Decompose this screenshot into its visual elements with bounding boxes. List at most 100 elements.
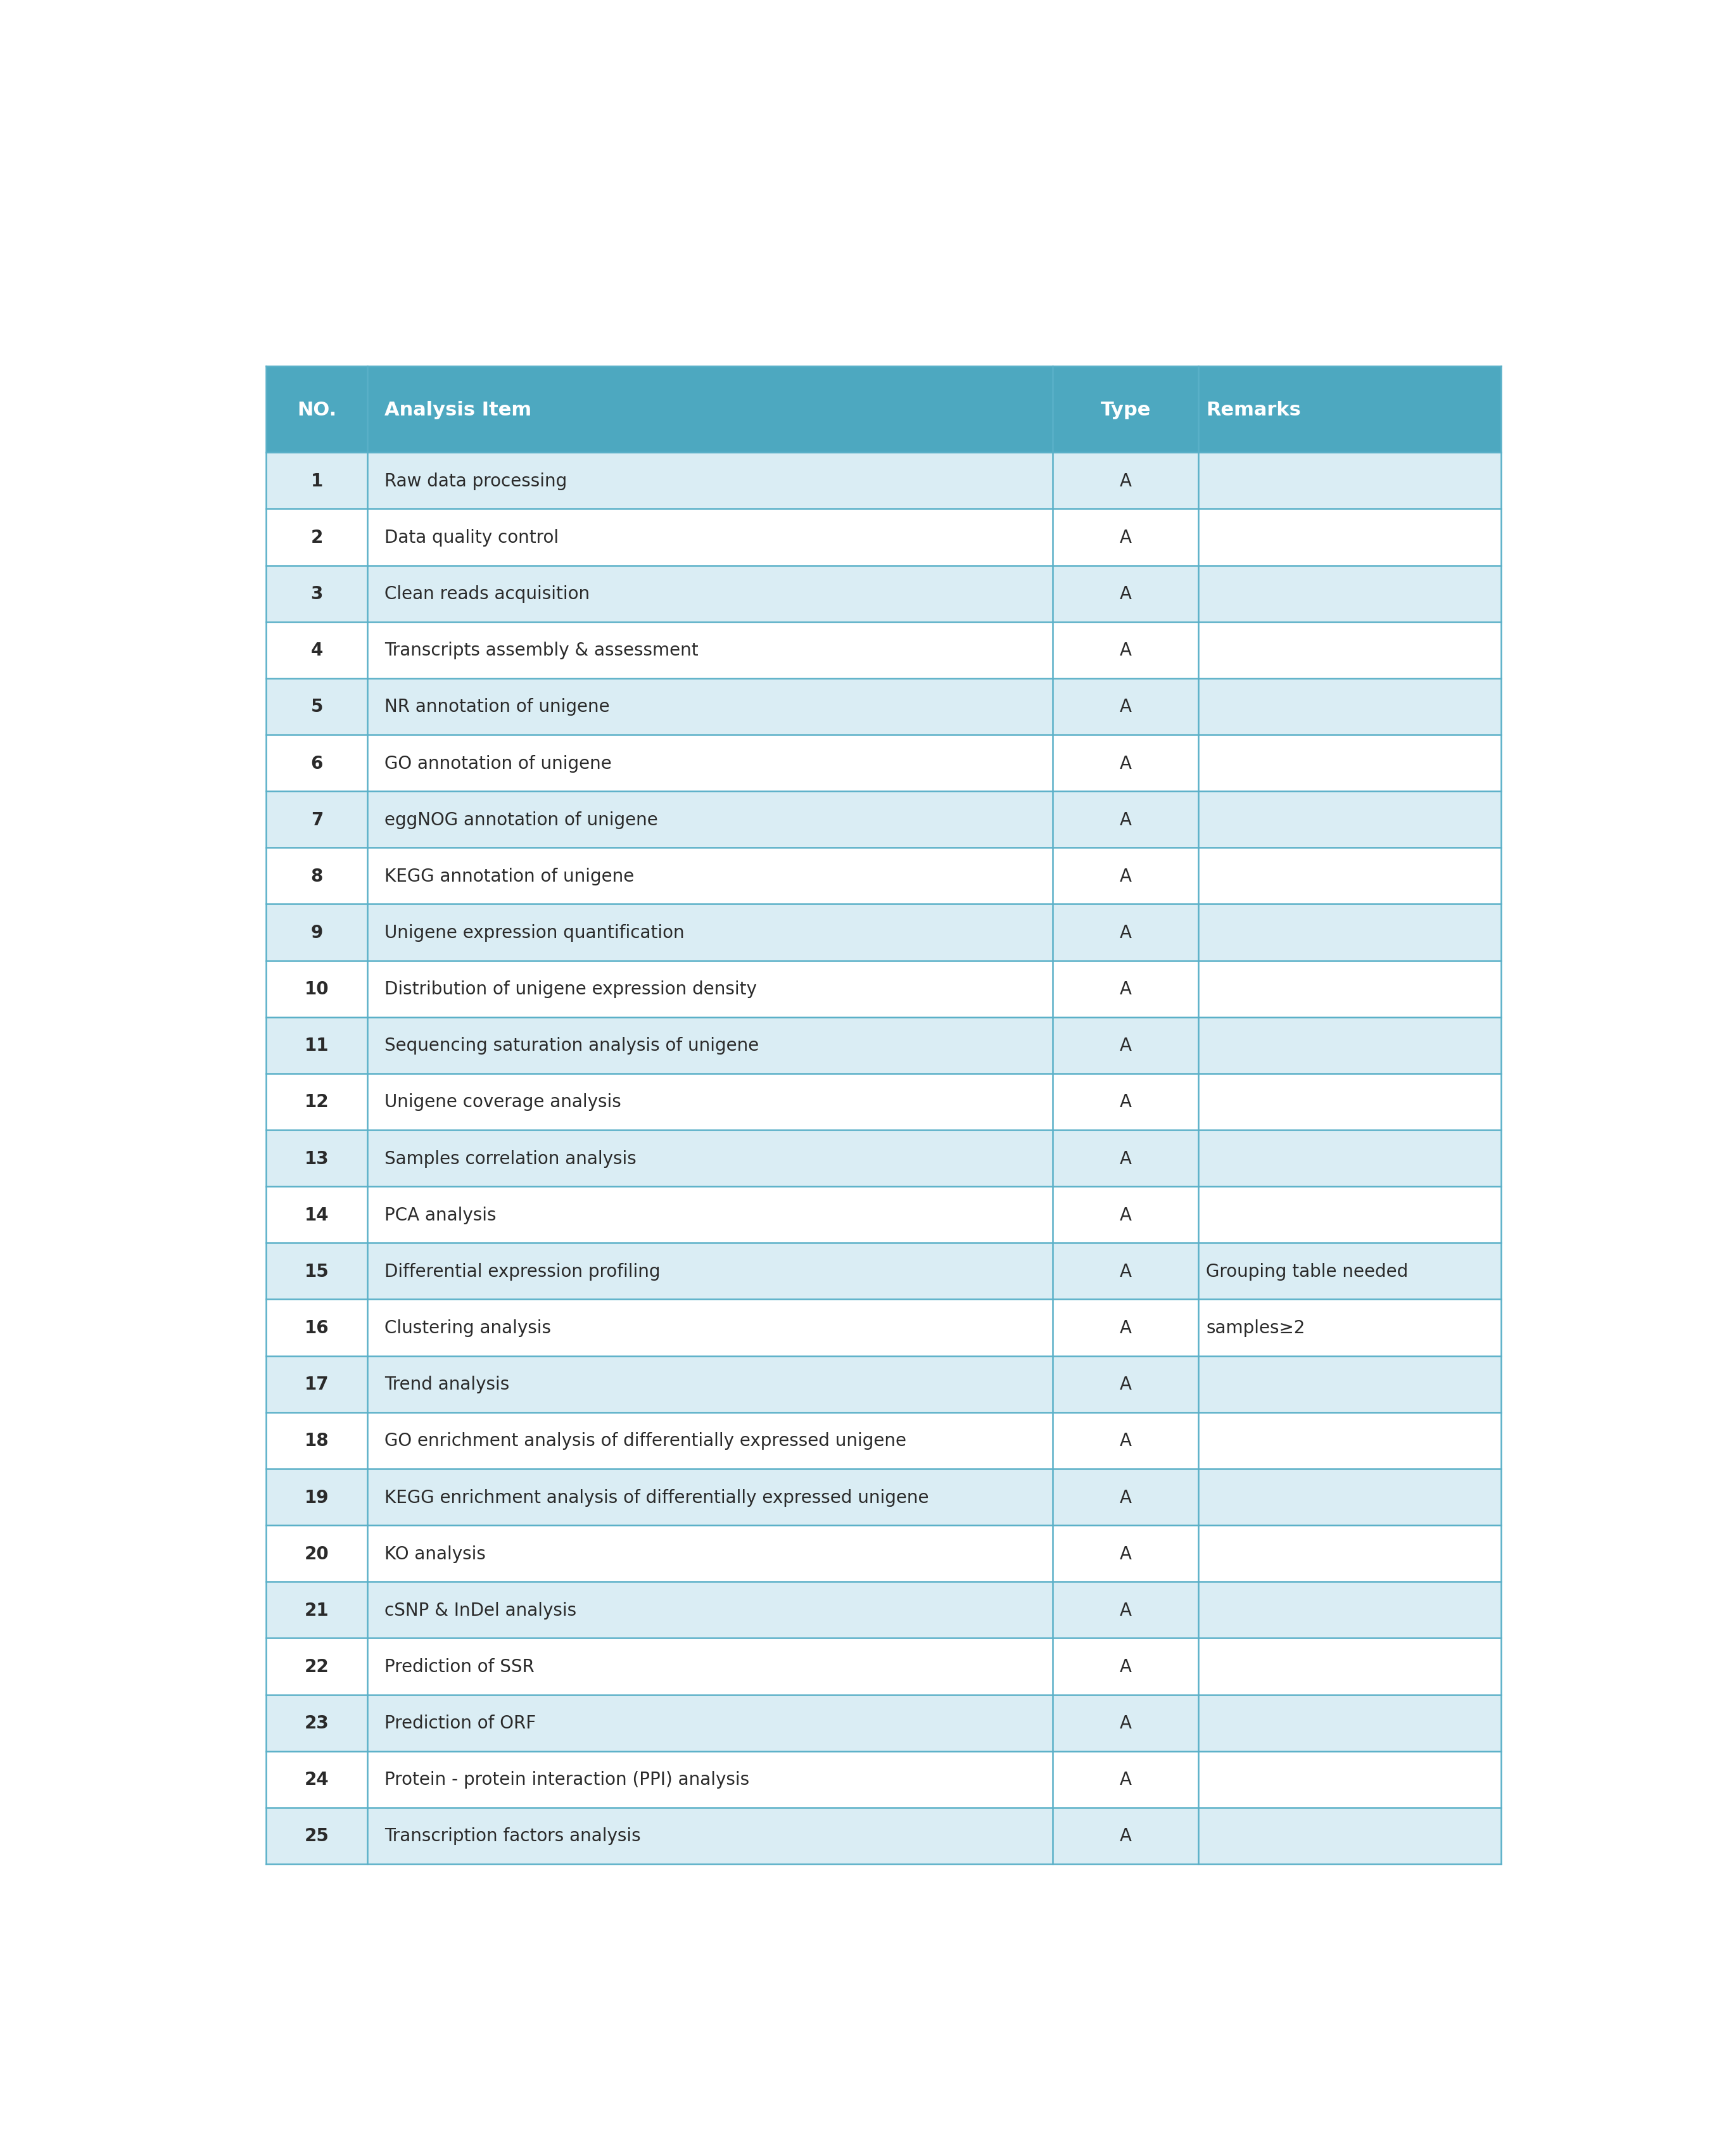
Text: A: A — [1119, 981, 1131, 998]
Text: Unigene expression quantification: Unigene expression quantification — [384, 925, 684, 942]
Text: A: A — [1119, 755, 1131, 772]
Bar — [265, 962, 1502, 1018]
Text: 13: 13 — [305, 1149, 329, 1166]
Text: A: A — [1119, 1770, 1131, 1787]
Bar — [265, 679, 1502, 735]
Text: cSNP & InDel analysis: cSNP & InDel analysis — [384, 1602, 576, 1619]
Text: 15: 15 — [305, 1263, 329, 1281]
Bar — [265, 565, 1502, 623]
Bar — [265, 906, 1502, 962]
Text: Data quality control: Data quality control — [384, 528, 559, 545]
Text: Transcription factors analysis: Transcription factors analysis — [384, 1826, 641, 1846]
Bar — [265, 1244, 1502, 1300]
Text: GO annotation of unigene: GO annotation of unigene — [384, 755, 612, 772]
Text: A: A — [1119, 1319, 1131, 1337]
Bar — [265, 735, 1502, 791]
Text: 18: 18 — [305, 1432, 329, 1449]
Text: A: A — [1119, 1263, 1131, 1281]
Bar — [265, 453, 1502, 509]
Text: A: A — [1119, 1037, 1131, 1054]
Text: Samples correlation analysis: Samples correlation analysis — [384, 1149, 636, 1166]
Text: 16: 16 — [305, 1319, 329, 1337]
Text: 21: 21 — [305, 1602, 329, 1619]
Bar — [265, 1468, 1502, 1526]
Bar — [265, 1300, 1502, 1356]
Text: 17: 17 — [305, 1376, 329, 1393]
Text: A: A — [1119, 1544, 1131, 1563]
Text: PCA analysis: PCA analysis — [384, 1205, 497, 1225]
Text: 10: 10 — [305, 981, 329, 998]
Text: A: A — [1119, 1602, 1131, 1619]
Text: Remarks: Remarks — [1205, 401, 1302, 418]
Text: Type: Type — [1100, 401, 1150, 418]
Text: NR annotation of unigene: NR annotation of unigene — [384, 699, 610, 716]
Text: 5: 5 — [310, 699, 322, 716]
Text: A: A — [1119, 1149, 1131, 1166]
Bar — [265, 1412, 1502, 1468]
Text: Clean reads acquisition: Clean reads acquisition — [384, 584, 590, 604]
Text: 20: 20 — [305, 1544, 329, 1563]
Text: 8: 8 — [310, 867, 322, 886]
Text: 2: 2 — [310, 528, 322, 545]
Text: 22: 22 — [305, 1658, 329, 1675]
Text: Prediction of SSR: Prediction of SSR — [384, 1658, 534, 1675]
Bar — [265, 791, 1502, 847]
Text: A: A — [1119, 811, 1131, 828]
Bar — [265, 847, 1502, 906]
Text: A: A — [1119, 642, 1131, 660]
Text: A: A — [1119, 584, 1131, 604]
Text: Clustering analysis: Clustering analysis — [384, 1319, 552, 1337]
Text: KEGG annotation of unigene: KEGG annotation of unigene — [384, 867, 634, 886]
Bar — [265, 509, 1502, 565]
Text: 11: 11 — [305, 1037, 329, 1054]
Text: eggNOG annotation of unigene: eggNOG annotation of unigene — [384, 811, 659, 828]
Bar — [265, 1526, 1502, 1583]
Text: KO analysis: KO analysis — [384, 1544, 486, 1563]
Bar — [265, 1130, 1502, 1186]
Bar — [265, 623, 1502, 679]
Text: samples≥2: samples≥2 — [1205, 1319, 1305, 1337]
Text: A: A — [1119, 867, 1131, 886]
Text: 6: 6 — [310, 755, 322, 772]
Bar — [265, 1807, 1502, 1865]
Text: Distribution of unigene expression density: Distribution of unigene expression densi… — [384, 981, 757, 998]
Text: Protein - protein interaction (PPI) analysis: Protein - protein interaction (PPI) anal… — [384, 1770, 750, 1787]
Text: 1: 1 — [310, 472, 322, 489]
Text: 3: 3 — [310, 584, 322, 604]
Bar — [265, 1186, 1502, 1244]
Text: A: A — [1119, 925, 1131, 942]
Text: 19: 19 — [305, 1488, 329, 1507]
Text: 4: 4 — [310, 642, 322, 660]
Text: A: A — [1119, 1658, 1131, 1675]
Text: 14: 14 — [305, 1205, 329, 1225]
Bar — [265, 1695, 1502, 1751]
Text: Raw data processing: Raw data processing — [384, 472, 567, 489]
Text: A: A — [1119, 472, 1131, 489]
Text: 9: 9 — [310, 925, 322, 942]
Text: Differential expression profiling: Differential expression profiling — [384, 1263, 660, 1281]
Text: GO enrichment analysis of differentially expressed unigene: GO enrichment analysis of differentially… — [384, 1432, 907, 1449]
Bar — [265, 1583, 1502, 1639]
Bar — [265, 1074, 1502, 1130]
Text: Prediction of ORF: Prediction of ORF — [384, 1714, 536, 1731]
Text: 7: 7 — [310, 811, 322, 828]
Text: 12: 12 — [305, 1093, 329, 1110]
Text: Transcripts assembly & assessment: Transcripts assembly & assessment — [384, 642, 698, 660]
Text: Trend analysis: Trend analysis — [384, 1376, 510, 1393]
Text: A: A — [1119, 699, 1131, 716]
Bar — [265, 1639, 1502, 1695]
Text: 24: 24 — [305, 1770, 329, 1787]
Text: Analysis Item: Analysis Item — [384, 401, 531, 418]
Text: KEGG enrichment analysis of differentially expressed unigene: KEGG enrichment analysis of differential… — [384, 1488, 929, 1507]
Text: 25: 25 — [305, 1826, 329, 1846]
Text: Grouping table needed: Grouping table needed — [1205, 1263, 1409, 1281]
Text: A: A — [1119, 1714, 1131, 1731]
Bar — [265, 1751, 1502, 1807]
Bar — [265, 367, 1502, 453]
Text: A: A — [1119, 1376, 1131, 1393]
Text: 23: 23 — [305, 1714, 329, 1731]
Text: A: A — [1119, 1826, 1131, 1846]
Bar — [265, 1356, 1502, 1412]
Text: NO.: NO. — [297, 401, 336, 418]
Text: A: A — [1119, 1093, 1131, 1110]
